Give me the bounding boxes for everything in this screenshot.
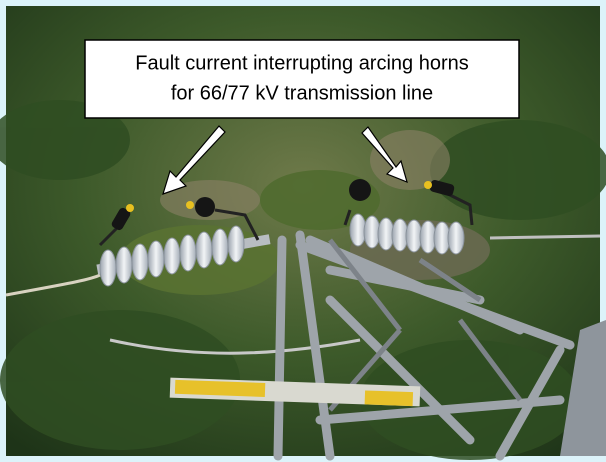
page: {"caption": {"lines": ["Fault current in… <box>0 0 606 462</box>
caption-line: for 66/77 kV transmission line <box>171 82 433 104</box>
photo-figure: Fault current interrupting arcing horns … <box>0 0 606 462</box>
caption-line: Fault current interrupting arcing horns <box>135 52 469 74</box>
